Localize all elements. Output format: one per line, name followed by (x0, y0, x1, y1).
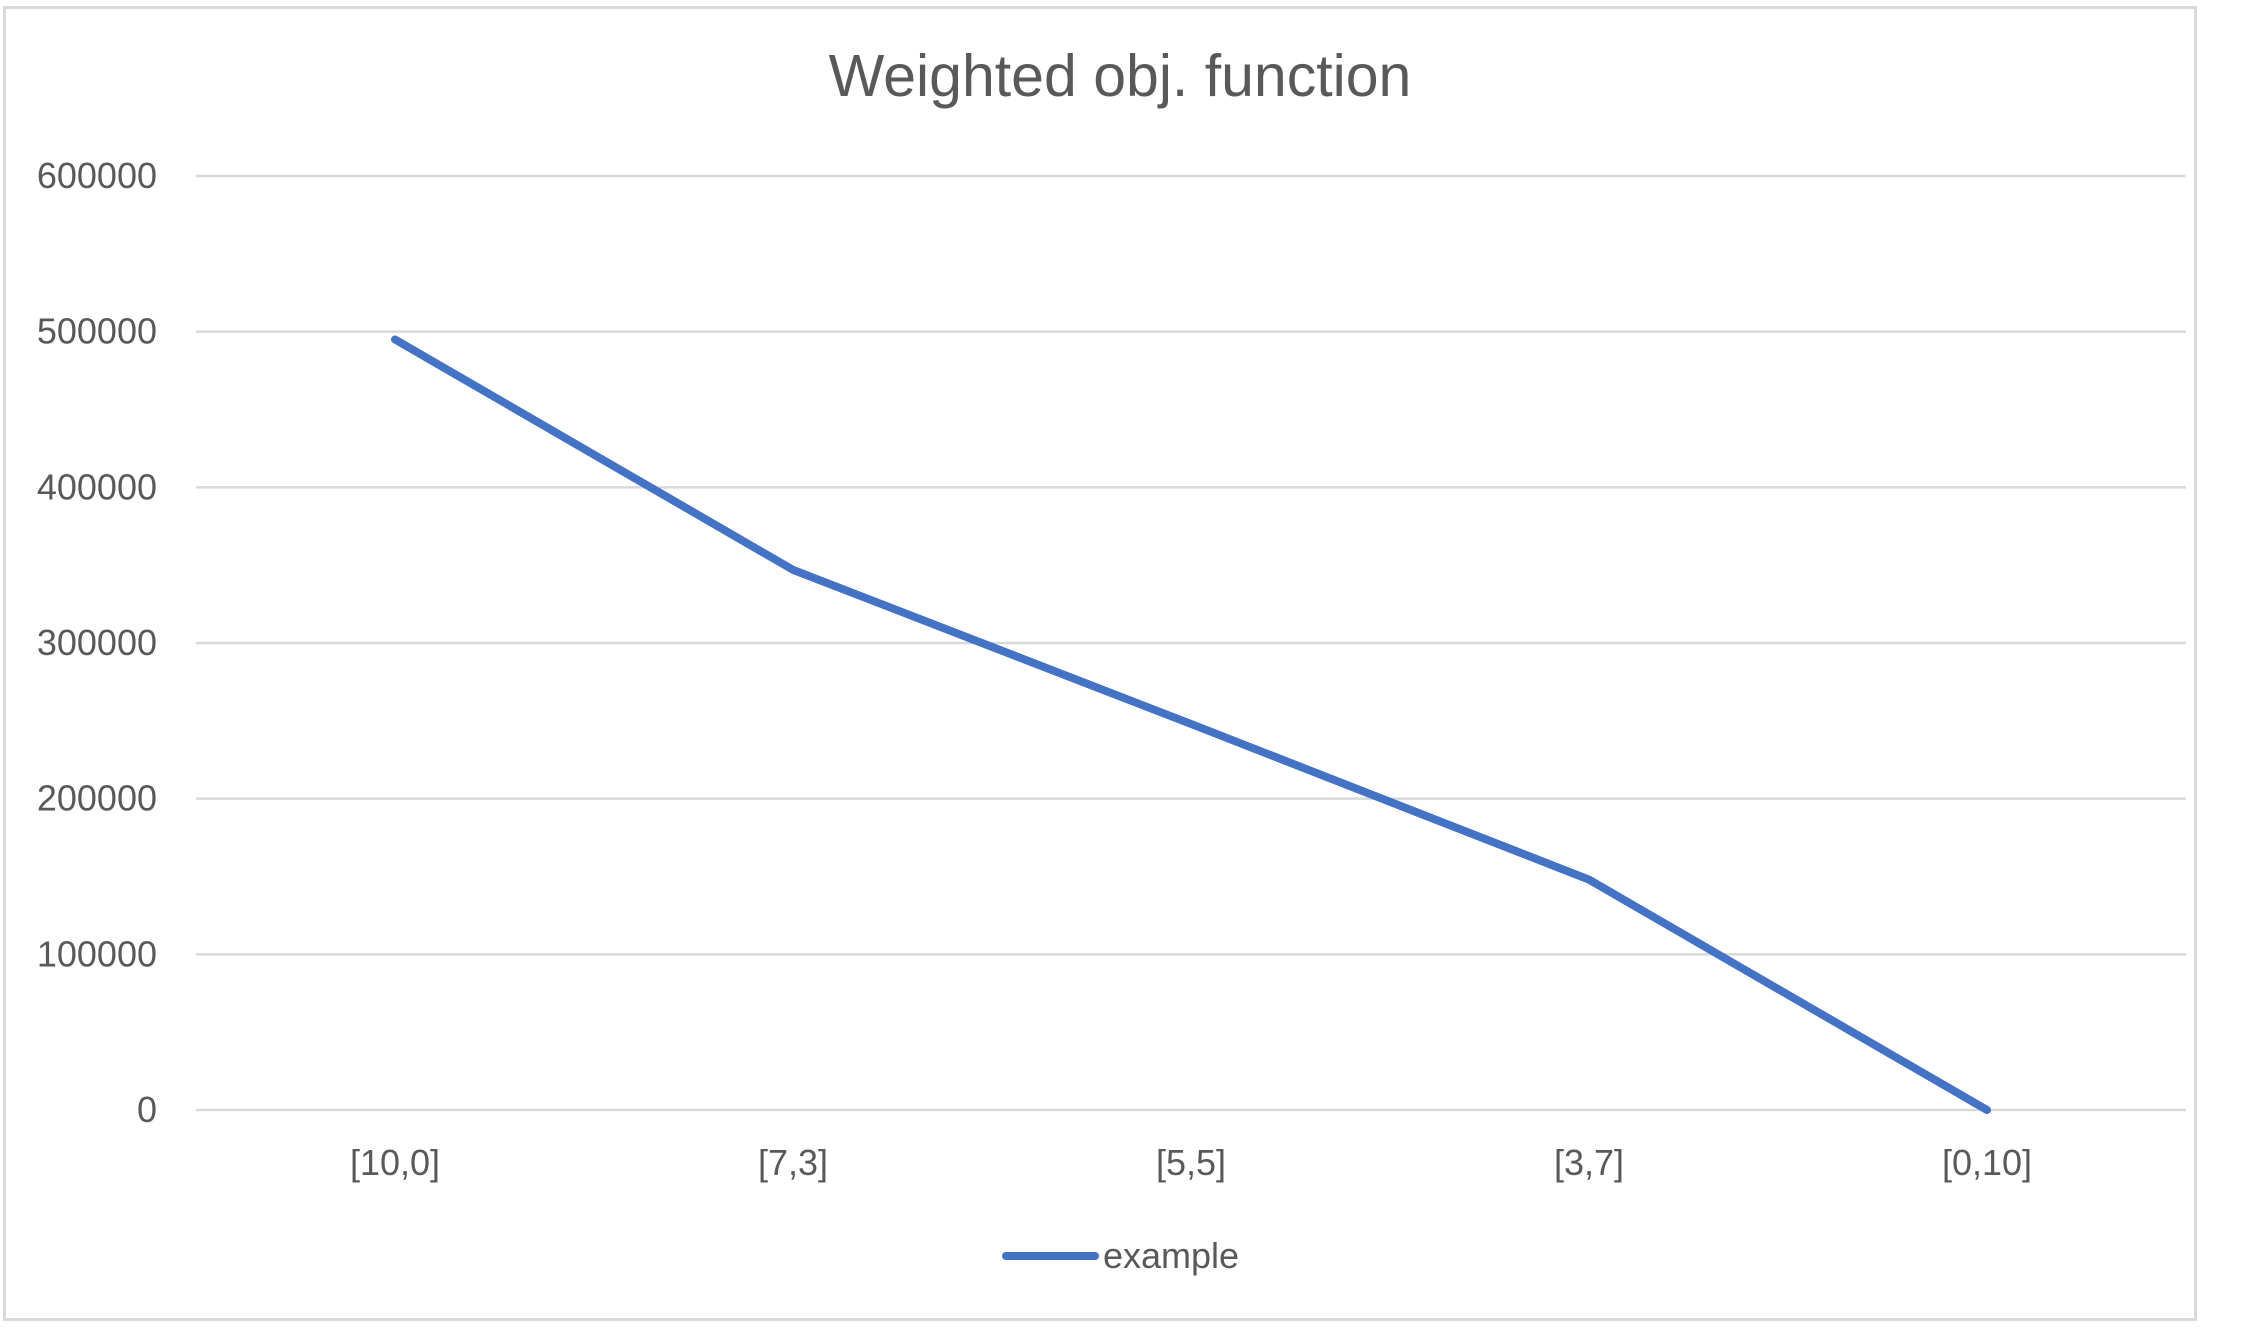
gridlines (196, 174, 2186, 1112)
chart-title: Weighted obj. function (829, 43, 1412, 109)
legend: example (1002, 1235, 1239, 1276)
y-tick-label: 0 (137, 1089, 157, 1130)
x-tick-label: [3,7] (1554, 1142, 1624, 1183)
chart-frame (3, 6, 2197, 1321)
y-axis-tick-labels: 0 100000 200000 300000 400000 500000 600000 (37, 155, 157, 1130)
x-tick-label: [5,5] (1156, 1142, 1226, 1183)
y-tick-label: 200000 (37, 778, 157, 819)
x-tick-label: [0,10] (1942, 1142, 2032, 1183)
y-tick-label: 500000 (37, 311, 157, 352)
x-tick-label: [7,3] (758, 1142, 828, 1183)
y-tick-label: 600000 (37, 155, 157, 196)
x-axis-tick-labels: [10,0] [7,3] [5,5] [3,7] [0,10] (350, 1142, 2032, 1183)
series-layer (391, 335, 1991, 1114)
y-tick-label: 400000 (37, 466, 157, 507)
x-tick-label: [10,0] (350, 1142, 440, 1183)
y-tick-label: 100000 (37, 933, 157, 974)
series-line (391, 335, 1991, 1114)
legend-label: example (1103, 1235, 1239, 1276)
y-tick-label: 300000 (37, 622, 157, 663)
